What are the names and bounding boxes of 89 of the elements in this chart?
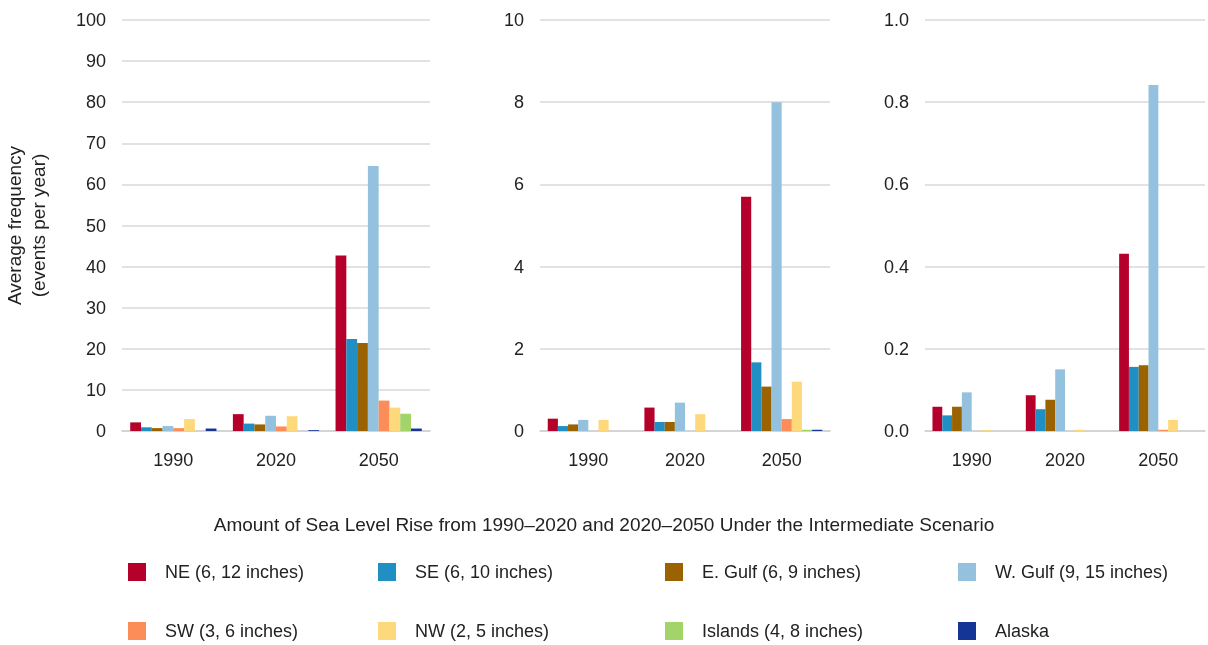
y-tick-label: 0	[95, 421, 106, 441]
bar	[346, 338, 358, 431]
bar	[664, 421, 675, 431]
y-axis-title: Average frequency (events per year)	[3, 145, 49, 306]
y-tick-label: 1.0	[883, 10, 909, 30]
bar	[173, 428, 185, 431]
y-tick-label: 0.0	[883, 421, 909, 441]
x-tick-label: 2020	[1044, 450, 1086, 470]
y-tick-label: 8	[513, 92, 524, 113]
y-tick-label: 10	[503, 10, 524, 30]
bar	[654, 421, 665, 431]
bar	[961, 392, 972, 431]
y-tick-label: 0.2	[883, 338, 909, 359]
x-tick-label: 1990	[153, 450, 194, 470]
x-tick-label: 1990	[568, 450, 609, 470]
bar	[761, 386, 772, 431]
bar	[151, 428, 163, 431]
bar	[1168, 419, 1178, 431]
legend-label: Alaska	[995, 621, 1051, 641]
x-tick-label: 2050	[1138, 450, 1179, 470]
bar	[1025, 395, 1036, 431]
bar	[367, 165, 379, 431]
bar	[568, 424, 579, 431]
bar	[400, 413, 412, 431]
x-tick-label: 2020	[255, 450, 297, 470]
y-tick-label: 30	[85, 297, 106, 318]
y-tick-label: 50	[85, 215, 106, 236]
bar	[695, 414, 706, 431]
bar	[184, 419, 195, 431]
bar	[1138, 365, 1149, 431]
bar	[751, 362, 762, 431]
bar	[557, 426, 569, 431]
y-tick-label: 70	[85, 133, 106, 154]
bar	[942, 415, 953, 431]
bar	[791, 381, 802, 431]
bar	[781, 419, 792, 431]
y-tick-label: 4	[513, 256, 524, 277]
bar	[335, 255, 347, 431]
bar	[265, 415, 276, 431]
bar	[547, 418, 558, 431]
x-tick-label: 1990	[951, 450, 992, 470]
bar	[674, 402, 685, 431]
bar	[254, 424, 266, 431]
bar	[130, 422, 141, 431]
bar	[741, 196, 752, 431]
bar	[162, 426, 174, 431]
legend-label: E. Gulf (6, 9 inches)	[702, 562, 862, 582]
legend-label: Islands (4, 8 inches)	[702, 621, 864, 641]
legend-label: SW (3, 6 inches)	[165, 621, 299, 641]
y-tick-label: 2	[513, 338, 524, 359]
x-tick-label: 2020	[664, 450, 706, 470]
bar	[1128, 366, 1139, 431]
bar	[952, 406, 962, 431]
bar	[232, 414, 244, 431]
bar	[644, 407, 655, 431]
bar	[1148, 84, 1159, 431]
bar	[1055, 369, 1065, 431]
x-tick-label: 2050	[761, 450, 802, 470]
y-tick-label: 40	[85, 256, 106, 277]
y-tick-label: 90	[85, 51, 106, 72]
bar	[378, 400, 390, 431]
bar	[1035, 409, 1046, 431]
bar	[1119, 253, 1129, 431]
y-tick-label: 0.8	[883, 92, 909, 113]
bar	[771, 102, 782, 431]
bar	[286, 416, 298, 431]
bar	[1045, 399, 1056, 431]
y-tick-label: 0.4	[883, 256, 909, 277]
legend-label: NW (2, 5 inches)	[415, 621, 550, 641]
x-axis-title: Amount of Sea Level Rise from 1990–2020 and 2020–2050 Under the Intermediate Scenario	[213, 514, 995, 535]
y-tick-label: 10	[85, 379, 106, 400]
legend-label: SE (6, 10 inches)	[415, 562, 554, 582]
bar	[357, 343, 368, 431]
bar	[389, 407, 401, 431]
legend-label: NE (6, 12 inches)	[165, 562, 305, 582]
y-tick-label: 80	[85, 92, 106, 113]
x-tick-label: 2050	[358, 450, 399, 470]
y-tick-label: 20	[85, 338, 106, 359]
y-tick-label: 100	[75, 10, 106, 30]
y-tick-label: 0	[513, 421, 524, 441]
legend-label: W. Gulf (9, 15 inches)	[995, 562, 1169, 582]
bar	[140, 427, 152, 431]
bar	[932, 406, 943, 431]
y-tick-label: 6	[513, 174, 524, 195]
y-tick-label: 0.6	[883, 174, 909, 195]
bar	[578, 419, 589, 431]
bar	[598, 419, 609, 431]
bar	[276, 426, 287, 431]
y-tick-label: 60	[85, 174, 106, 195]
